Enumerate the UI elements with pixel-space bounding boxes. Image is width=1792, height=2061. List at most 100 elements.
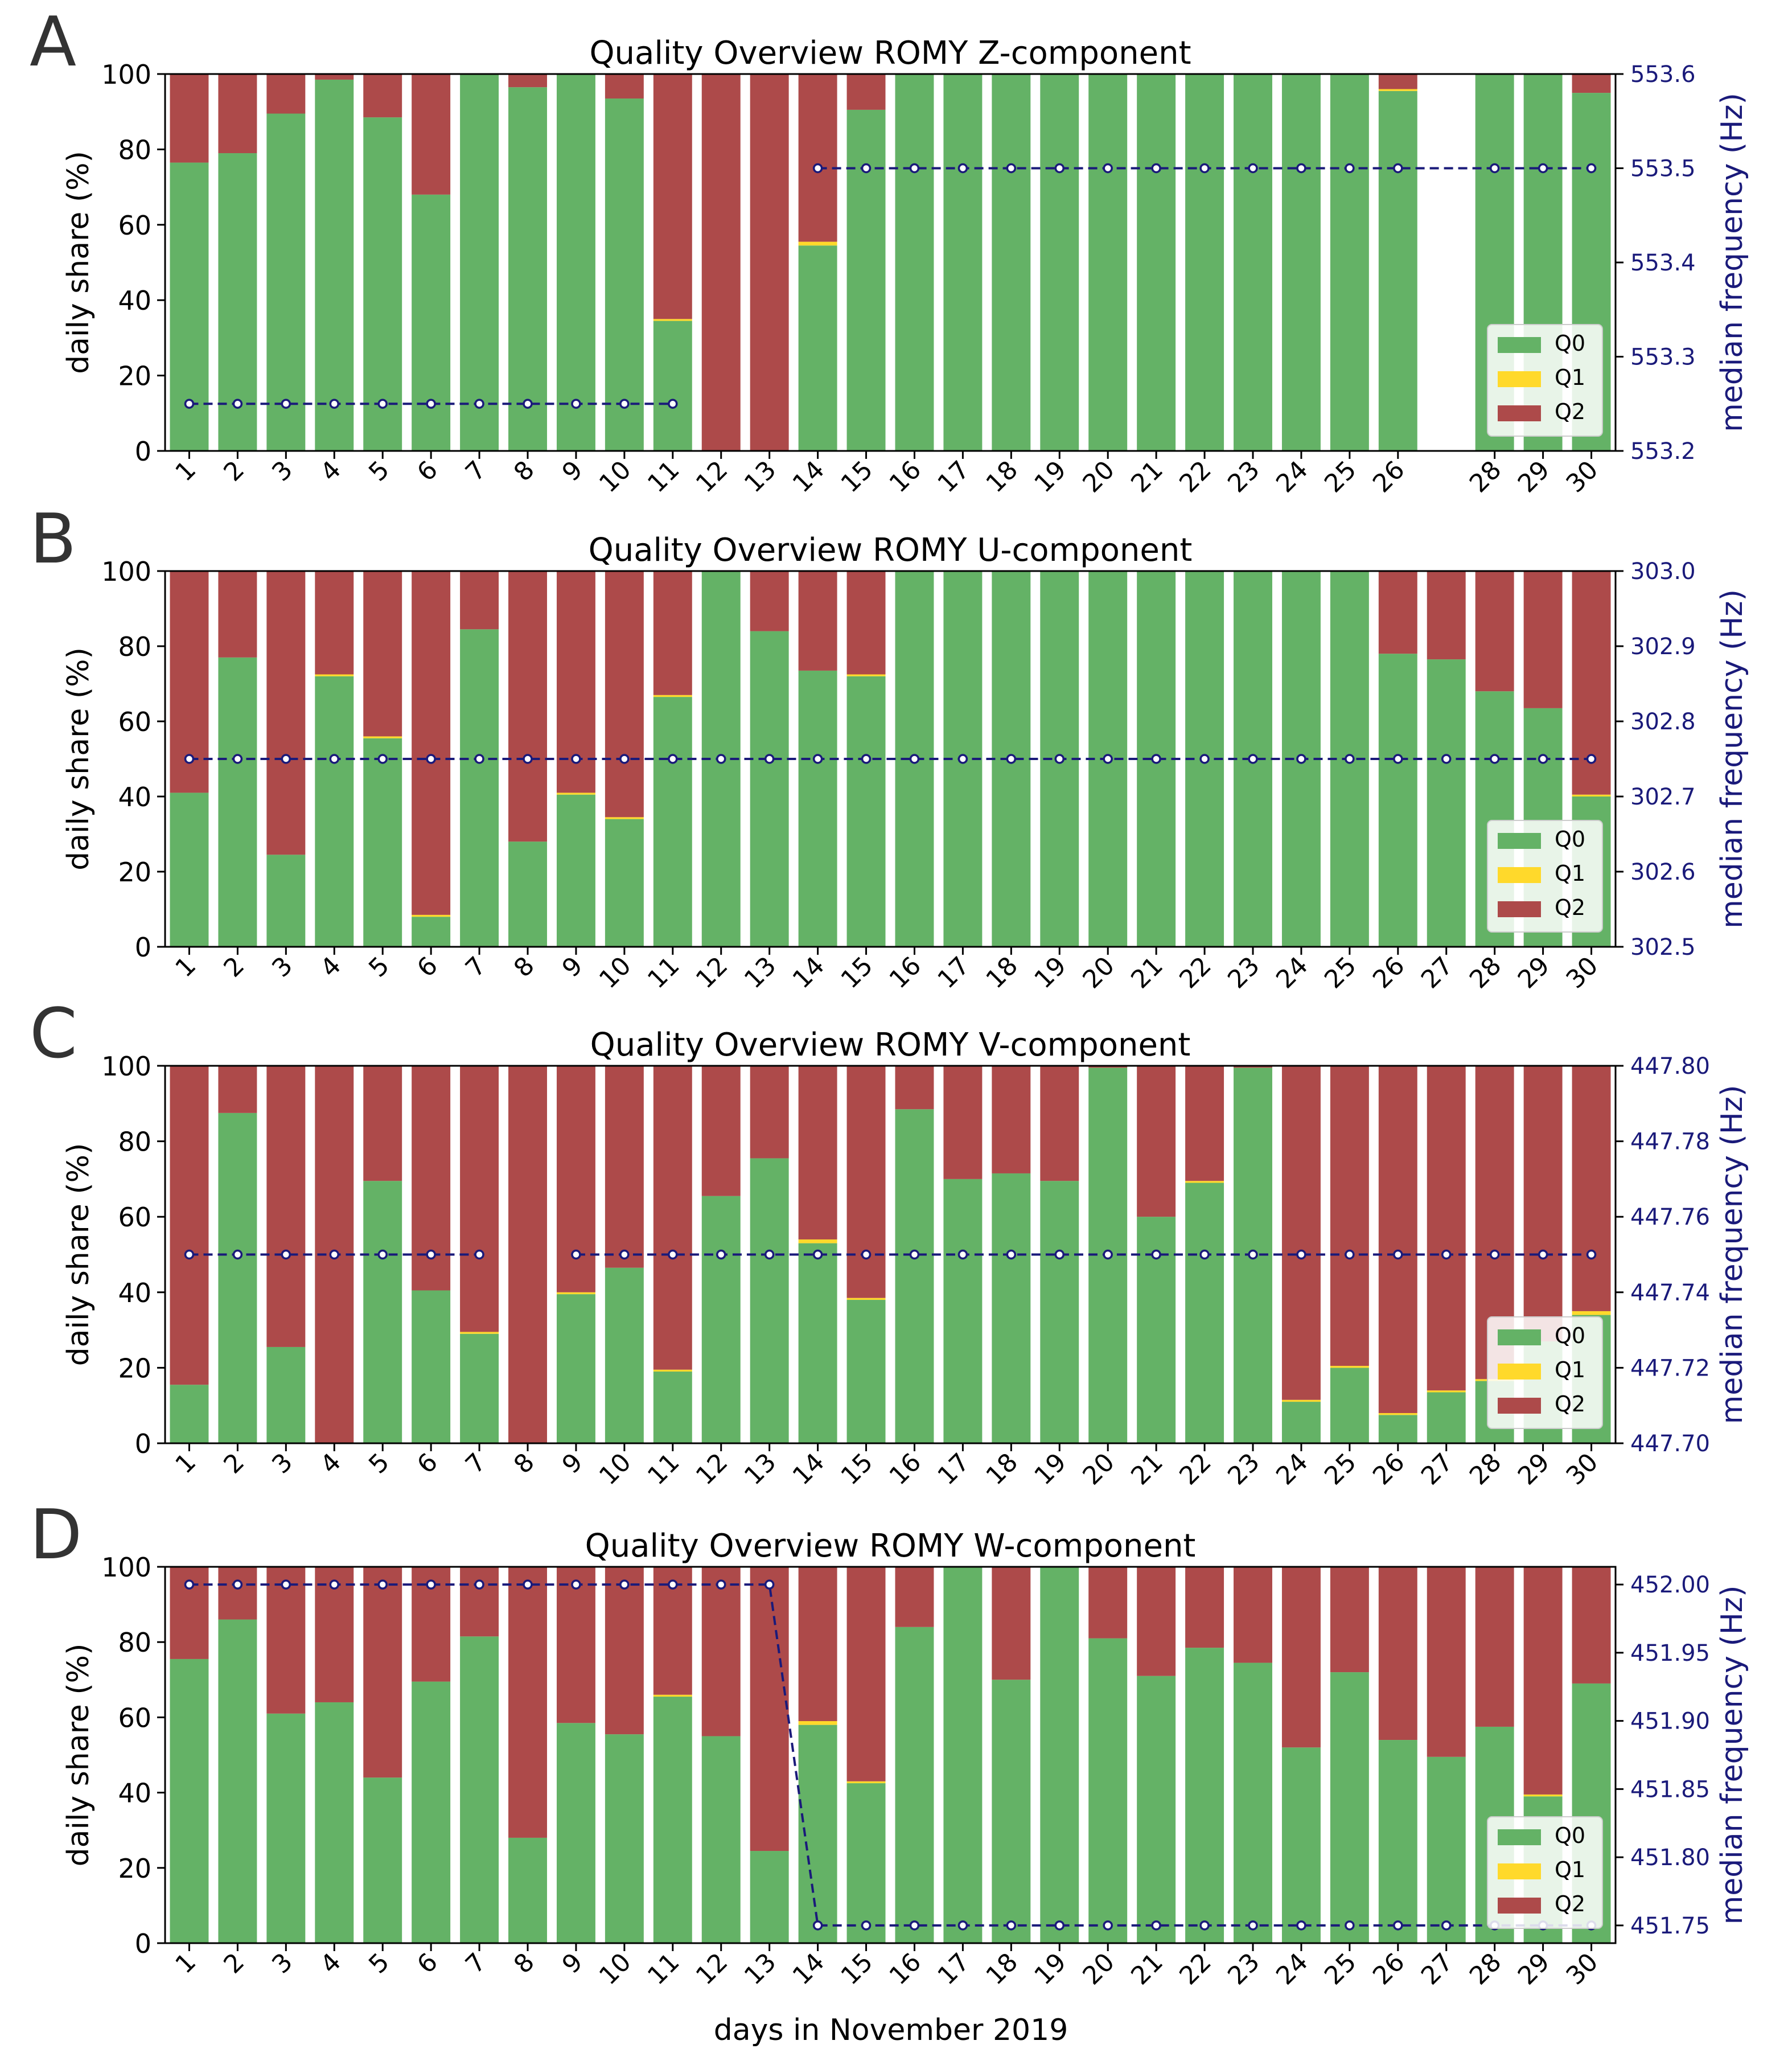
- bar-q2-day-22: [1185, 1066, 1224, 1181]
- median-frequency-point-day-18: [1006, 1249, 1017, 1260]
- median-frequency-point-day-15: [861, 1249, 872, 1260]
- bar-q2-day-7: [460, 1567, 499, 1637]
- y-tick-label: 40: [118, 285, 151, 316]
- median-frequency-point-day-8: [523, 399, 533, 409]
- median-frequency-point-day-6: [426, 1249, 436, 1260]
- panels: A Quality Overview ROMY Z-component 0 20 40 6…: [30, 3, 1749, 1990]
- y-tick-label: 40: [118, 1778, 151, 1809]
- median-frequency-point-day-1: [184, 1249, 195, 1260]
- legend-label-q1: Q1: [1555, 365, 1585, 390]
- bar-q2-day-12: [701, 1567, 741, 1736]
- median-frequency-point-day-26: [1393, 1920, 1403, 1931]
- legend-label-q2: Q2: [1555, 895, 1585, 920]
- legend: Q0 Q1 Q2: [1487, 820, 1603, 933]
- bar-q2-day-11: [653, 571, 692, 695]
- bar-q2-day-14: [798, 571, 837, 671]
- median-frequency-point-day-20: [1103, 754, 1113, 764]
- bar-q0-day-13: [750, 1851, 789, 1943]
- median-frequency-point-day-17: [957, 1920, 968, 1931]
- y-axis-right: 451.75 451.80 451.85 451.90 451.95 452.00medi…: [1616, 1572, 1749, 1939]
- bar-q2-day-27: [1427, 1567, 1466, 1757]
- bar-q2-day-18: [992, 1066, 1031, 1173]
- legend-swatch-q1: [1498, 371, 1541, 387]
- bar-q0-day-11: [653, 321, 692, 451]
- y2-tick-label: 302.6: [1630, 859, 1696, 885]
- median-frequency-point-day-12: [716, 754, 726, 764]
- bar-q0-day-9: [556, 1294, 595, 1443]
- median-frequency-point-day-1: [184, 754, 195, 764]
- bar-q0-day-26: [1378, 654, 1417, 947]
- median-frequency-point-day-30: [1586, 754, 1597, 764]
- median-frequency-line: [189, 1583, 1592, 1927]
- bar-q2-day-26: [1378, 74, 1417, 89]
- bar-q2-day-13: [750, 571, 789, 631]
- median-frequency-point-day-5: [377, 1249, 388, 1260]
- legend: Q0 Q1 Q2: [1487, 1316, 1603, 1429]
- bar-q0-day-18: [992, 1680, 1031, 1943]
- plot-frame: [164, 570, 1617, 948]
- y-tick-label: 100: [101, 1552, 151, 1583]
- y-tick-label: 100: [101, 1051, 151, 1082]
- median-frequency-point-day-30: [1586, 163, 1597, 174]
- bar-q0-day-13: [750, 1158, 789, 1443]
- bar-q0-day-16: [895, 1627, 934, 1943]
- median-frequency-point-day-29: [1538, 1249, 1548, 1260]
- median-frequency-point-day-10: [619, 399, 630, 409]
- bar-q2-day-23: [1234, 1567, 1272, 1663]
- bar-q0-day-26: [1378, 1740, 1417, 1943]
- bar-q0-day-5: [363, 117, 402, 451]
- bar-q0-day-13: [750, 631, 789, 947]
- median-frequency-point-day-7: [474, 1579, 484, 1590]
- bar-q2-day-26: [1378, 1066, 1417, 1413]
- plot-frame: [164, 1065, 1617, 1444]
- y-tick-label: 20: [118, 361, 151, 392]
- y2-tick-label: 451.80: [1630, 1845, 1710, 1871]
- median-frequency-point-day-27: [1441, 1249, 1452, 1260]
- bar-q0-day-12: [701, 1196, 741, 1443]
- median-frequency-point-day-27: [1441, 754, 1452, 764]
- median-frequency-point-day-24: [1296, 163, 1306, 174]
- bar-q0-day-14: [798, 1243, 837, 1443]
- bar-q0-day-18: [992, 74, 1031, 451]
- bar-q0-day-22: [1185, 1648, 1224, 1943]
- bar-q1-day-11: [653, 1369, 692, 1372]
- median-frequency-point-day-10: [619, 1249, 630, 1260]
- bar-q2-day-24: [1281, 1567, 1321, 1748]
- median-frequency-point-day-12: [716, 1249, 726, 1260]
- x-axis-label: days in November 2019: [714, 2013, 1068, 2047]
- median-frequency-point-day-13: [764, 754, 775, 764]
- legend-swatch-q2: [1498, 1398, 1541, 1414]
- bar-q0-day-20: [1088, 1638, 1128, 1943]
- median-frequency-point-day-2: [232, 1579, 243, 1590]
- y2-tick-label: 451.85: [1630, 1776, 1710, 1803]
- bar-q0-day-17: [943, 74, 983, 451]
- median-frequency-point-day-6: [426, 1579, 436, 1590]
- median-frequency-point-day-23: [1248, 163, 1258, 174]
- bar-q2-day-20: [1088, 1066, 1128, 1068]
- y-tick-label: 0: [135, 436, 151, 467]
- median-frequency-point-day-19: [1054, 1920, 1065, 1931]
- median-frequency-point-day-3: [281, 399, 291, 409]
- median-frequency-point-day-28: [1489, 754, 1500, 764]
- y-axis-right: 302.5 302.6 302.7 302.8 302.9 303.0 median fre…: [1616, 559, 1749, 960]
- median-frequency-point-day-23: [1248, 1249, 1258, 1260]
- y-tick-label: 40: [118, 1278, 151, 1308]
- bar-q1-day-9: [556, 1292, 595, 1295]
- bar-q1-day-22: [1185, 1181, 1224, 1183]
- y2-tick-label: 303.0: [1630, 559, 1696, 585]
- y-axis-right: 553.2 553.3 553.4 553.5 553.6 median frequenc…: [1616, 61, 1749, 465]
- bar-q0-day-15: [846, 676, 886, 947]
- bar-q2-day-18: [992, 1567, 1031, 1680]
- y-tick-label: 100: [101, 556, 151, 587]
- legend-label-q1: Q1: [1555, 861, 1585, 886]
- median-frequency-point-day-17: [957, 754, 968, 764]
- y-axis-label: daily share (%): [61, 151, 96, 374]
- legend: Q0 Q1 Q2: [1487, 324, 1603, 437]
- y2-axis-label: median frequency (Hz): [1715, 1085, 1749, 1424]
- bar-q2-day-25: [1330, 1567, 1369, 1673]
- legend-label-q2: Q2: [1555, 1891, 1585, 1916]
- bar-q0-day-2: [218, 1619, 257, 1943]
- bar-q1-day-24: [1281, 1399, 1321, 1402]
- bar-q2-day-4: [315, 74, 354, 80]
- median-frequency-point-day-4: [329, 1579, 340, 1590]
